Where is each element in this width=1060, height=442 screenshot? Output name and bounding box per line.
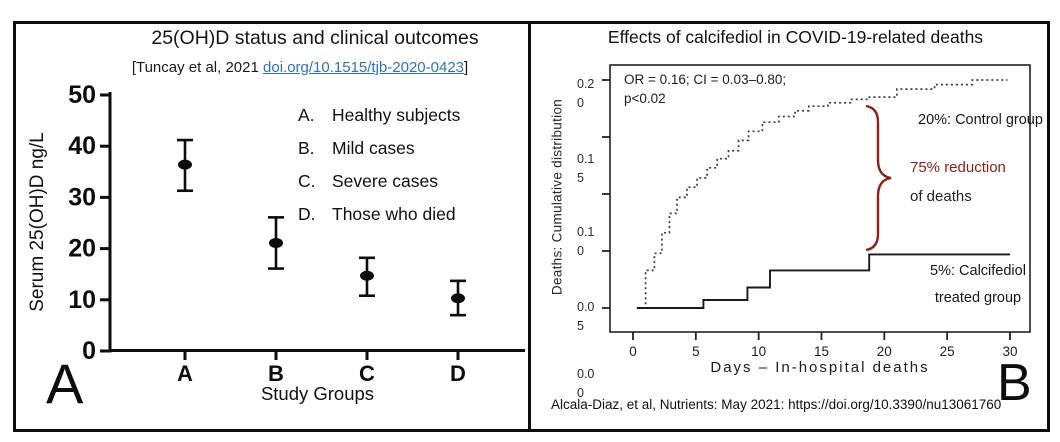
svg-text:10: 10 [68,286,96,314]
svg-text:0.2: 0.2 [577,77,594,91]
panel-a-citation: [Tuncay et al, 2021 doi.org/10.1515/tjb-… [80,59,520,76]
svg-text:30: 30 [68,183,96,211]
svg-text:0.1: 0.1 [577,152,594,166]
panel-a-letter: A [46,352,84,415]
svg-text:15: 15 [814,344,829,359]
citation-prefix: [Tuncay et al, 2021 [131,59,264,76]
odds-ratio-line2: p<0.02 [624,91,666,106]
legend-item-b: B. Mild cases [298,136,460,161]
odds-ratio-line1: OR = 0.16; CI = 0.03–0.80; [624,72,787,87]
panel-b-title: Effects of calcifediol in COVID-19-relat… [607,27,984,47]
legend-key: A. [298,105,315,125]
legend-item-d: D. Those who died [298,202,460,227]
svg-text:A: A [177,361,193,386]
svg-text:20: 20 [877,344,892,359]
reduction-line1: 75% reduction [910,159,1006,176]
svg-text:30: 30 [1002,344,1017,359]
panel-a-x-axis-title: Study Groups [260,383,375,404]
errorbar-B [268,216,284,270]
svg-text:25: 25 [940,344,955,359]
reduction-annotation: 75% reduction of deaths [910,153,1006,211]
control-group-label: 20%: Control group [918,112,1043,128]
errorbar-D [450,279,466,317]
treated-group-label: 5%: Calcifediol treated group [903,258,1053,312]
svg-text:0.0: 0.0 [577,300,594,314]
svg-text:0: 0 [82,337,96,365]
panel-b-citation: Alcala-Diaz, et al, Nutrients: May 2021:… [551,397,1002,412]
panel-divider-line [528,21,531,432]
svg-text:0.1: 0.1 [577,225,594,239]
panel-a-title: 25(OH)D status and clinical outcomes [151,27,479,49]
treated-curve [636,253,1010,309]
odds-ratio-annotation: OR = 0.16; CI = 0.03–0.80; p<0.02 [624,70,786,108]
svg-text:5: 5 [692,344,700,359]
panel-b-plot: 0 5 10 15 20 25 30 0.2 0 0.1 5 0.1 0 0.0 5 0.0 0 [577,64,1031,400]
svg-text:0: 0 [577,386,584,400]
panel-a-y-axis-title: Serum 25(OH)D ng/L [27,132,48,312]
legend-key: B. [298,138,315,158]
svg-text:C: C [359,361,375,386]
legend-key: D. [298,204,316,224]
panel-b-x-axis-title: Days – In-hospital deaths [710,359,930,376]
legend-item-c: C. Severe cases [298,169,460,194]
svg-text:50: 50 [68,81,96,109]
reduction-line2: of deaths [910,188,972,205]
svg-text:D: D [450,361,466,386]
control-curve [644,79,1008,309]
doi-link[interactable]: doi.org/10.1515/tjb-2020-0423 [263,59,465,76]
reduction-brace [865,104,892,252]
legend-label: Mild cases [332,138,415,158]
panel-b-y-axis-title: Deaths: Cumulative distribution [549,98,565,296]
svg-text:5: 5 [577,171,584,185]
svg-text:0: 0 [577,96,584,110]
citation-suffix: ] [464,59,469,76]
svg-text:0: 0 [629,344,637,359]
svg-text:0: 0 [577,244,584,258]
legend-key: C. [298,171,316,191]
errorbar-C [359,256,375,298]
svg-text:10: 10 [751,344,766,359]
panel-b-letter: B [997,354,1032,412]
svg-text:B: B [268,361,284,386]
treated-line1: 5%: Calcifediol [930,263,1026,279]
svg-text:0.0: 0.0 [577,367,594,381]
panel-a-plot: 0 10 20 30 40 50 A B C D [68,81,525,386]
panel-a-legend: A. Healthy subjects B. Mild cases C. Sev… [298,103,460,235]
legend-label: Those who died [332,204,456,224]
svg-text:40: 40 [68,132,96,160]
svg-text:5: 5 [577,319,584,333]
legend-label: Severe cases [332,171,439,191]
treated-line2: treated group [934,290,1022,306]
legend-label: Healthy subjects [332,105,461,125]
errorbar-A [177,138,193,193]
svg-text:20: 20 [68,235,96,263]
legend-item-a: A. Healthy subjects [298,103,460,128]
